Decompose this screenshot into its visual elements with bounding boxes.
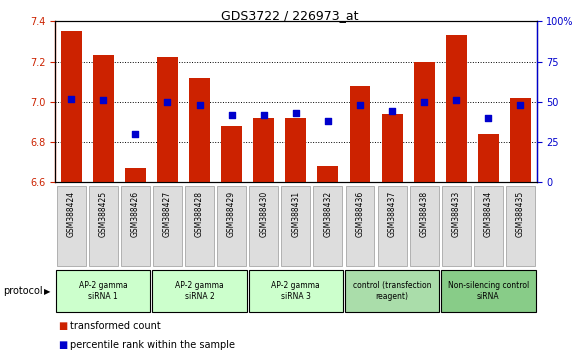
Text: GSM388430: GSM388430 <box>259 191 268 237</box>
FancyBboxPatch shape <box>249 270 343 313</box>
Text: GSM388434: GSM388434 <box>484 191 493 237</box>
Bar <box>478 134 499 182</box>
Point <box>452 97 461 103</box>
FancyBboxPatch shape <box>313 186 342 267</box>
FancyBboxPatch shape <box>185 186 214 267</box>
FancyBboxPatch shape <box>409 186 438 267</box>
FancyBboxPatch shape <box>441 270 535 313</box>
Text: GSM388435: GSM388435 <box>516 191 525 237</box>
Point <box>130 131 140 137</box>
Point <box>259 112 269 118</box>
FancyBboxPatch shape <box>281 186 310 267</box>
Bar <box>317 166 338 182</box>
FancyBboxPatch shape <box>346 186 375 267</box>
Text: AP-2 gamma
siRNA 1: AP-2 gamma siRNA 1 <box>79 281 128 301</box>
Point <box>323 118 332 124</box>
Text: ■: ■ <box>58 340 67 350</box>
Text: percentile rank within the sample: percentile rank within the sample <box>70 340 234 350</box>
Text: transformed count: transformed count <box>70 321 160 331</box>
Point <box>99 97 108 103</box>
Text: GSM388437: GSM388437 <box>387 191 397 237</box>
Bar <box>285 118 306 182</box>
Text: GSM388424: GSM388424 <box>67 191 75 237</box>
Text: GSM388427: GSM388427 <box>163 191 172 237</box>
FancyBboxPatch shape <box>121 186 150 267</box>
FancyBboxPatch shape <box>56 270 150 313</box>
Text: Non-silencing control
siRNA: Non-silencing control siRNA <box>448 281 529 301</box>
Point <box>387 109 397 114</box>
Text: GSM388436: GSM388436 <box>356 191 364 237</box>
Bar <box>350 86 371 182</box>
Bar <box>414 62 434 182</box>
FancyBboxPatch shape <box>474 186 503 267</box>
Point <box>516 102 525 108</box>
Bar <box>446 35 467 182</box>
Point <box>484 115 493 121</box>
FancyBboxPatch shape <box>378 186 407 267</box>
FancyBboxPatch shape <box>89 186 118 267</box>
Point <box>356 102 365 108</box>
FancyBboxPatch shape <box>153 186 182 267</box>
FancyBboxPatch shape <box>249 186 278 267</box>
Text: ■: ■ <box>58 321 67 331</box>
Text: GSM388426: GSM388426 <box>131 191 140 237</box>
Text: ▶: ▶ <box>44 287 51 296</box>
FancyBboxPatch shape <box>442 186 471 267</box>
Text: AP-2 gamma
siRNA 2: AP-2 gamma siRNA 2 <box>175 281 224 301</box>
Text: GSM388428: GSM388428 <box>195 191 204 237</box>
Bar <box>189 78 210 182</box>
Text: AP-2 gamma
siRNA 3: AP-2 gamma siRNA 3 <box>271 281 320 301</box>
FancyBboxPatch shape <box>57 186 86 267</box>
Text: GSM388433: GSM388433 <box>452 191 461 237</box>
Text: protocol: protocol <box>3 286 42 296</box>
FancyBboxPatch shape <box>217 186 246 267</box>
Bar <box>253 118 274 182</box>
Bar <box>125 168 146 182</box>
Point <box>291 110 300 116</box>
Text: control (transfection
reagent): control (transfection reagent) <box>353 281 432 301</box>
FancyBboxPatch shape <box>506 186 535 267</box>
Bar <box>157 57 178 182</box>
Point <box>163 99 172 105</box>
Point <box>419 99 429 105</box>
Point <box>195 102 204 108</box>
Text: GSM388431: GSM388431 <box>291 191 300 237</box>
Bar <box>382 114 403 182</box>
Point <box>67 96 76 101</box>
Text: GSM388425: GSM388425 <box>99 191 108 237</box>
Text: GSM388429: GSM388429 <box>227 191 236 237</box>
Bar <box>61 31 82 182</box>
FancyBboxPatch shape <box>153 270 246 313</box>
FancyBboxPatch shape <box>345 270 439 313</box>
Text: GSM388432: GSM388432 <box>324 191 332 237</box>
Text: GDS3722 / 226973_at: GDS3722 / 226973_at <box>221 9 359 22</box>
Text: GSM388438: GSM388438 <box>420 191 429 237</box>
Point <box>227 112 236 118</box>
Bar <box>221 126 242 182</box>
Bar <box>93 56 114 182</box>
Bar <box>510 98 531 182</box>
